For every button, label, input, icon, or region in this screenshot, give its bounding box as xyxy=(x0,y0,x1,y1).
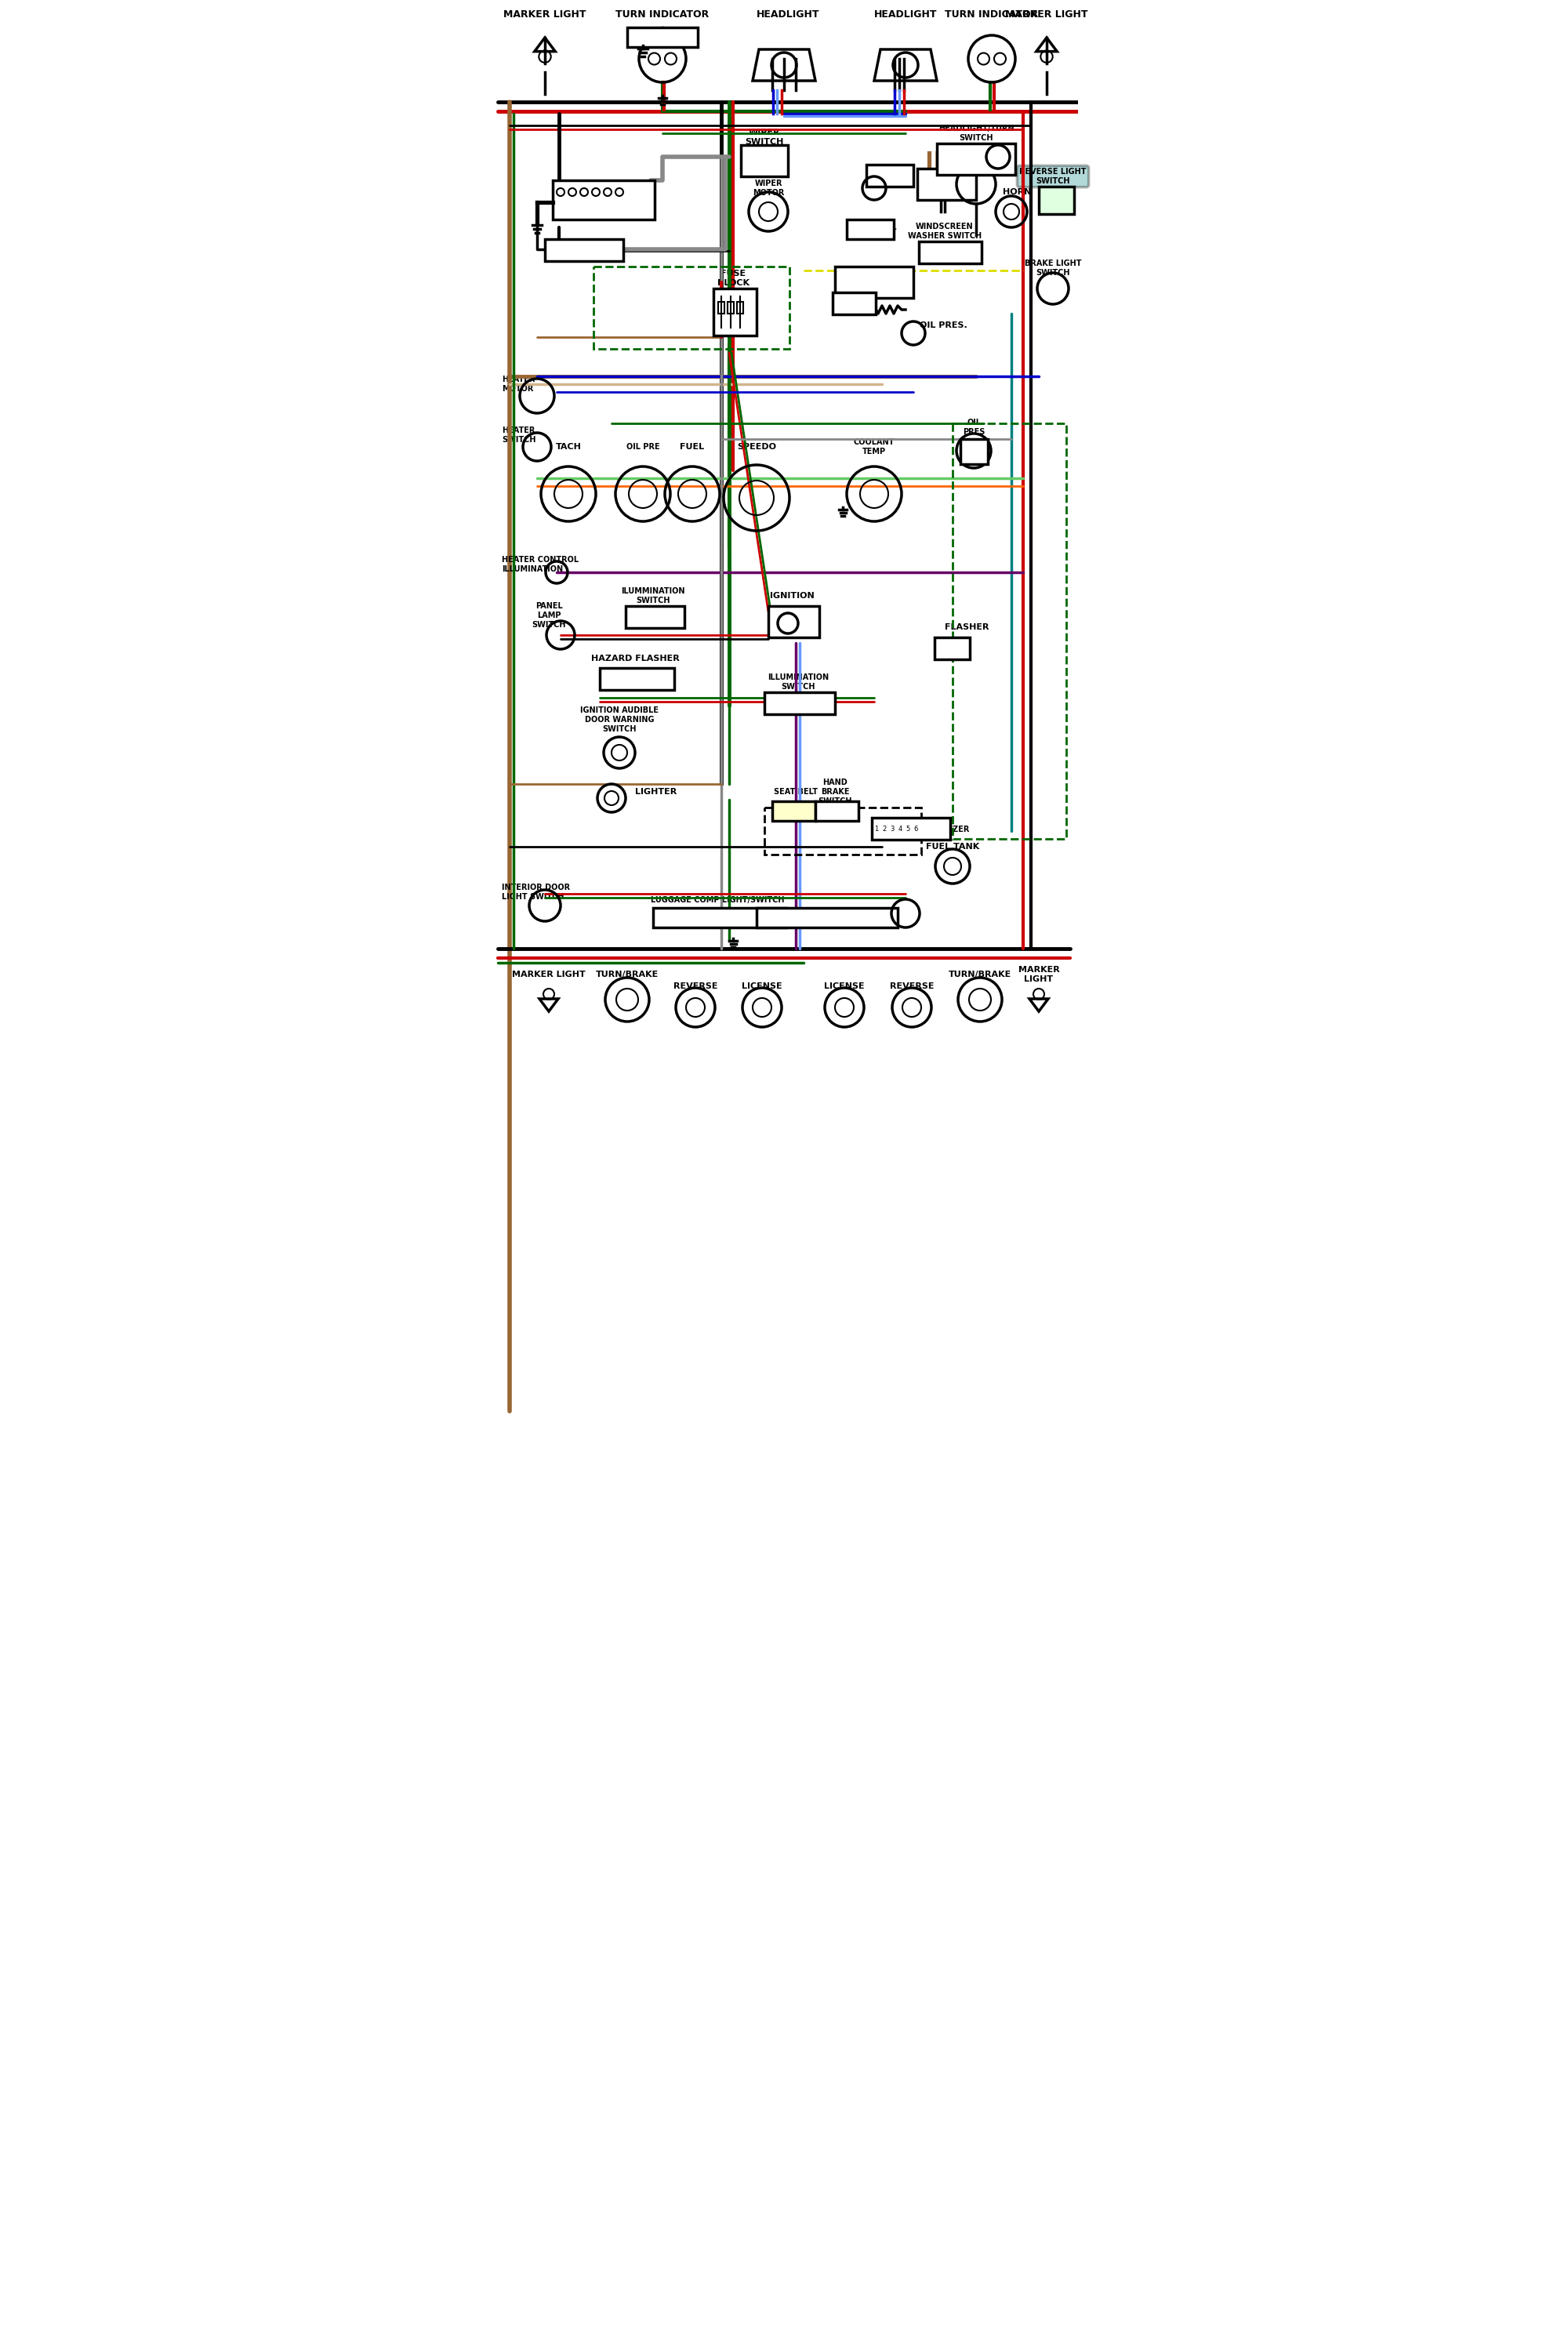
Text: TURN INDICATOR: TURN INDICATOR xyxy=(616,9,709,19)
Text: TURN INDICATOR: TURN INDICATOR xyxy=(946,9,1038,19)
Text: OIL PRES.: OIL PRES. xyxy=(919,322,967,329)
Text: MARKER LIGHT: MARKER LIGHT xyxy=(513,971,585,978)
Text: SPEEDO: SPEEDO xyxy=(737,442,776,452)
Bar xyxy=(768,607,818,637)
Text: HEADLIGHT: HEADLIGHT xyxy=(756,9,820,19)
Text: WIPER
SWITCH: WIPER SWITCH xyxy=(745,129,784,146)
Text: COOLANT
TEMP: COOLANT TEMP xyxy=(853,437,895,456)
Text: LICENSE: LICENSE xyxy=(742,983,782,990)
Text: MARKER LIGHT: MARKER LIGHT xyxy=(503,9,586,19)
Bar xyxy=(599,668,674,689)
Text: LICENSE: LICENSE xyxy=(825,983,864,990)
Bar xyxy=(626,607,684,628)
Bar xyxy=(771,802,815,821)
Bar xyxy=(552,181,655,219)
Text: 5: 5 xyxy=(906,826,909,833)
Text: COIL: COIL xyxy=(875,223,897,230)
Bar xyxy=(713,289,756,336)
Text: ILUMMINATION
SWITCH: ILUMMINATION SWITCH xyxy=(621,588,685,604)
Text: 3: 3 xyxy=(891,826,894,833)
Text: HEADLIGHT: HEADLIGHT xyxy=(873,9,938,19)
Text: VOLT.
STAB.: VOLT. STAB. xyxy=(840,273,869,292)
Text: TURN/BRAKE: TURN/BRAKE xyxy=(596,971,659,978)
Text: REVERSE: REVERSE xyxy=(889,983,935,990)
Text: HEATER CONTROL
ILLUMINATION: HEATER CONTROL ILLUMINATION xyxy=(502,555,579,574)
Text: ILLUMINATION
SWITCH: ILLUMINATION SWITCH xyxy=(767,673,829,691)
Text: TURN/BRAKE: TURN/BRAKE xyxy=(949,971,1011,978)
Text: HEATER
MOTOR: HEATER MOTOR xyxy=(502,376,535,393)
Bar xyxy=(593,266,790,348)
Text: -: - xyxy=(557,198,561,209)
Bar xyxy=(847,219,894,240)
Text: BRAKE LIGHT
SWITCH: BRAKE LIGHT SWITCH xyxy=(1024,259,1082,278)
Text: FLASHER: FLASHER xyxy=(944,623,989,630)
Bar xyxy=(815,802,859,821)
Bar xyxy=(872,818,950,840)
Text: INTERIOR DOOR
LIGHT SWITCH: INTERIOR DOOR LIGHT SWITCH xyxy=(502,884,571,901)
Bar xyxy=(756,908,897,927)
Text: 2: 2 xyxy=(883,826,886,833)
Bar xyxy=(960,440,988,463)
Bar xyxy=(728,301,734,313)
Text: IGNITION: IGNITION xyxy=(770,593,814,600)
Bar xyxy=(834,266,913,299)
Text: IGNITION AUDIBLE
DOOR WARNING
SWITCH: IGNITION AUDIBLE DOOR WARNING SWITCH xyxy=(580,706,659,734)
Bar xyxy=(938,143,1016,174)
Bar xyxy=(627,28,698,47)
Text: WINDSCREEN
WASHER SWITCH: WINDSCREEN WASHER SWITCH xyxy=(908,223,982,240)
Bar xyxy=(1038,186,1074,214)
Text: REVERSE: REVERSE xyxy=(673,983,718,990)
Text: ALT.: ALT. xyxy=(931,176,950,183)
Text: 6: 6 xyxy=(914,826,917,833)
Text: LUGGAGE COMP LIGHT/SWITCH: LUGGAGE COMP LIGHT/SWITCH xyxy=(651,896,784,903)
Bar xyxy=(765,691,834,715)
Text: 1: 1 xyxy=(875,826,878,833)
Bar xyxy=(935,637,969,659)
Text: HEADLIGHT/TURN
SWITCH: HEADLIGHT/TURN SWITCH xyxy=(938,125,1014,141)
Text: FUEL: FUEL xyxy=(681,442,704,452)
Text: INTERIOR DOOR LIGHT/ SWITCH: INTERIOR DOOR LIGHT/ SWITCH xyxy=(759,920,895,927)
Text: STARTER: STARTER xyxy=(561,247,604,254)
Text: SEAT BELT: SEAT BELT xyxy=(775,788,818,795)
Text: FUSE
BLOCK: FUSE BLOCK xyxy=(717,270,750,287)
Bar xyxy=(737,301,743,313)
Bar xyxy=(718,301,724,313)
Text: TACH: TACH xyxy=(555,442,582,452)
Text: MARKER LIGHT: MARKER LIGHT xyxy=(1005,9,1088,19)
Text: MARKER
LIGHT: MARKER LIGHT xyxy=(1018,967,1060,983)
Bar xyxy=(742,146,789,176)
Bar xyxy=(652,908,787,927)
Text: BATTERY: BATTERY xyxy=(571,205,613,212)
Bar xyxy=(953,423,1066,840)
Text: HAND
BRAKE
SWITCH: HAND BRAKE SWITCH xyxy=(818,779,851,804)
Bar xyxy=(919,242,982,263)
Bar xyxy=(866,165,913,186)
Text: HORN: HORN xyxy=(1002,188,1032,195)
Text: DIST.: DIST. xyxy=(878,172,902,181)
Text: 4: 4 xyxy=(898,826,902,833)
Bar xyxy=(765,807,922,854)
Bar xyxy=(546,240,624,261)
Text: REVERSE LIGHT
SWITCH: REVERSE LIGHT SWITCH xyxy=(1019,167,1087,186)
Text: OIL
PRES: OIL PRES xyxy=(963,419,985,435)
Text: HAZARD FLASHER: HAZARD FLASHER xyxy=(591,654,679,663)
Text: LIGHTER: LIGHTER xyxy=(635,788,677,795)
Text: TIME DELAY BUZZER: TIME DELAY BUZZER xyxy=(881,826,969,833)
Text: OIL PRE: OIL PRE xyxy=(626,442,660,452)
Text: RESINATOR
DISTRIBUTOR: RESINATOR DISTRIBUTOR xyxy=(840,266,908,282)
Text: HEATER
SWITCH: HEATER SWITCH xyxy=(502,426,536,445)
Bar xyxy=(917,169,975,200)
Text: +C: +C xyxy=(644,200,657,207)
Text: PANEL
LAMP
SWITCH: PANEL LAMP SWITCH xyxy=(532,602,566,628)
Bar xyxy=(833,292,875,315)
Text: FUEL TANK: FUEL TANK xyxy=(925,842,980,851)
Text: WIPER
MOTOR: WIPER MOTOR xyxy=(753,179,784,198)
